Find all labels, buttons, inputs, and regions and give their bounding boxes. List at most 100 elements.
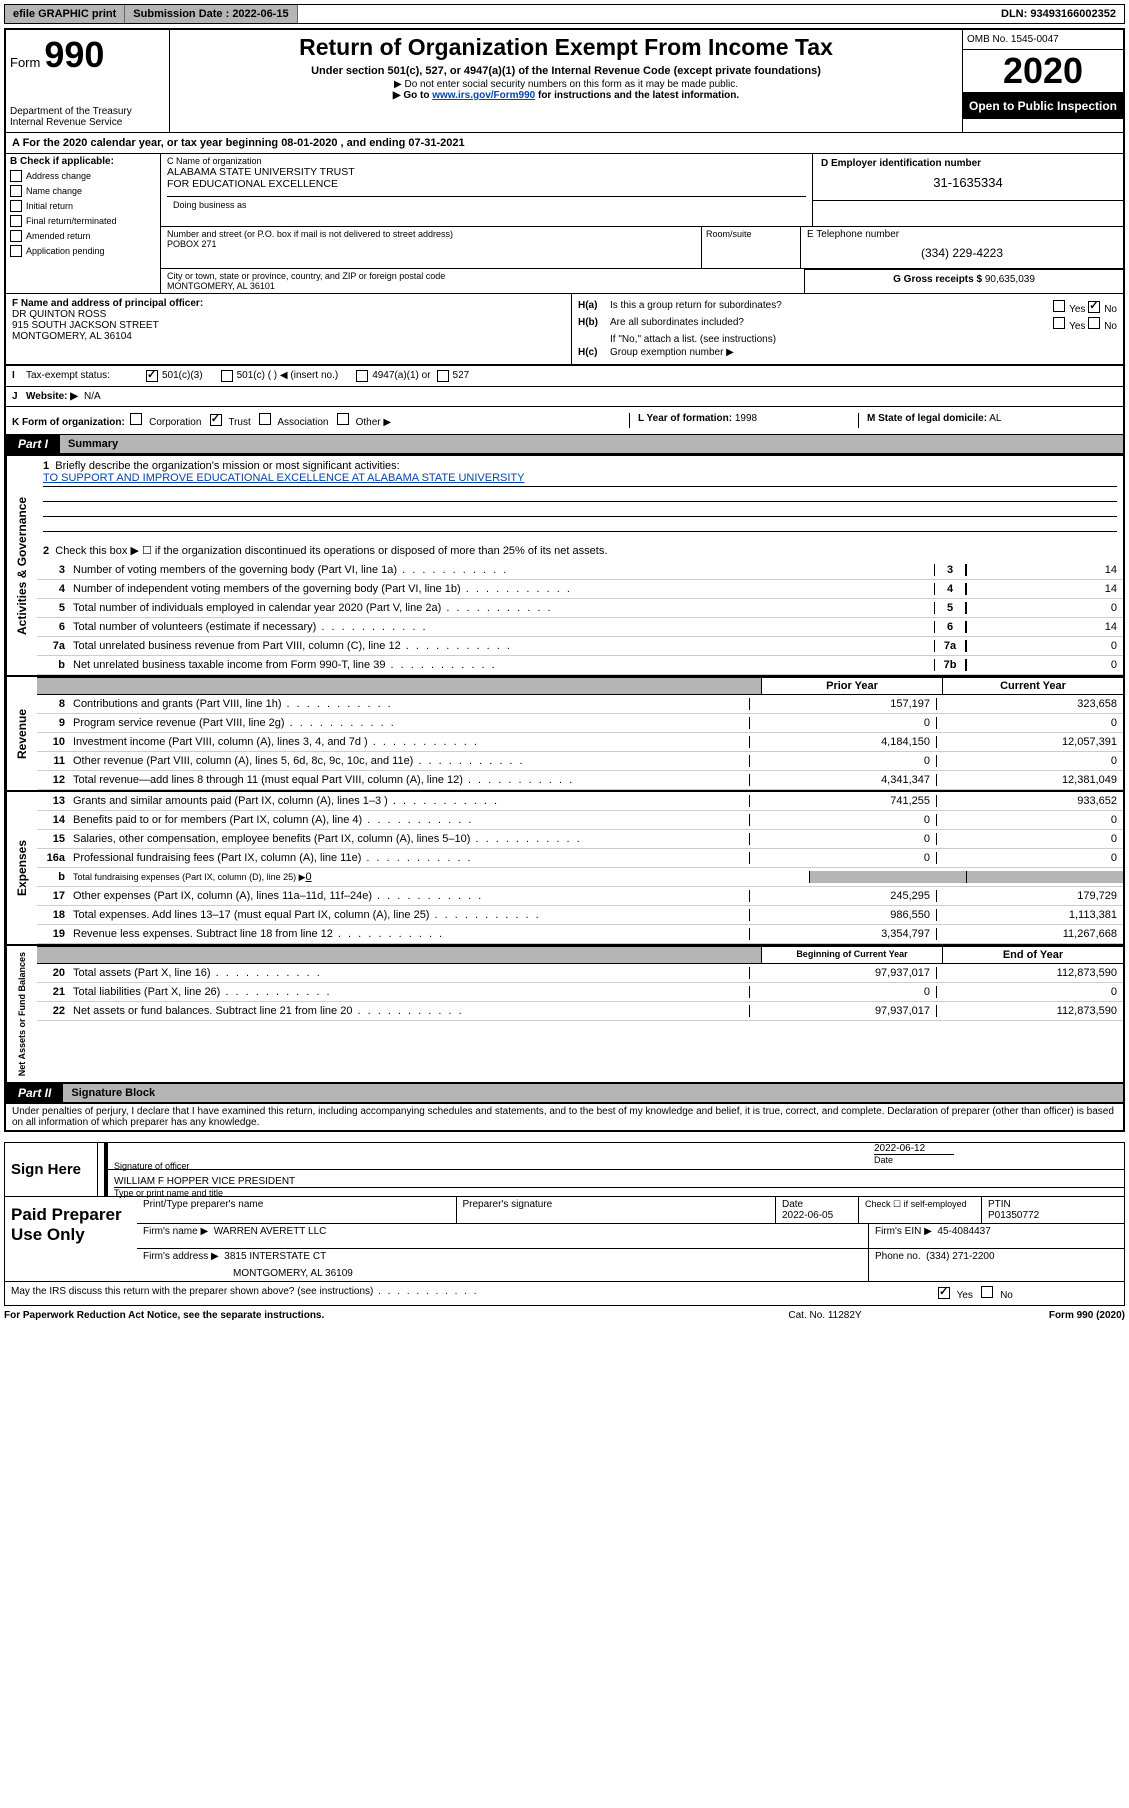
Hb-note: If "No," attach a list. (see instruction… xyxy=(578,334,1117,345)
Hc-label: H(c) xyxy=(578,347,610,358)
net-line-21: 21Total liabilities (Part X, line 26)00 xyxy=(37,983,1123,1002)
L-label: L Year of formation: xyxy=(638,413,732,424)
chk-4947[interactable] xyxy=(356,370,368,382)
C-addr: POBOX 271 xyxy=(167,239,695,249)
officer-name-title: WILLIAM F HOPPER VICE PRESIDENT xyxy=(114,1170,1124,1187)
side-net: Net Assets or Fund Balances xyxy=(6,946,37,1082)
chk-app-pending[interactable] xyxy=(10,245,22,257)
org-name: ALABAMA STATE UNIVERSITY TRUST FOR EDUCA… xyxy=(167,166,806,190)
chk-Hb-no[interactable] xyxy=(1088,317,1100,329)
F-name: DR QUINTON ROSS xyxy=(12,309,565,320)
E-label: E Telephone number xyxy=(807,229,1117,240)
prep-sig-lbl: Preparer's signature xyxy=(456,1197,776,1223)
J-label: J xyxy=(12,391,26,402)
C-dba-lbl: Doing business as xyxy=(167,196,806,224)
side-rev: Revenue xyxy=(6,677,37,790)
mission-blank-2 xyxy=(43,502,1117,517)
q2-num: 2 xyxy=(43,545,49,557)
current-year-hdr: Current Year xyxy=(942,678,1123,694)
chk-amended[interactable] xyxy=(10,230,22,242)
ptin-val: P01350772 xyxy=(988,1210,1118,1221)
chk-assoc[interactable] xyxy=(259,413,271,425)
F-street: 915 SOUTH JACKSON STREET xyxy=(12,320,565,331)
footer-form: Form 990 (2020) xyxy=(925,1310,1125,1321)
sig-date: 2022-06-12 xyxy=(874,1143,1124,1154)
room-suite-lbl: Room/suite xyxy=(702,227,801,268)
I-text: Tax-exempt status: xyxy=(26,370,146,382)
exp-line-16a: 16aProfessional fundraising fees (Part I… xyxy=(37,849,1123,868)
prior-year-hdr: Prior Year xyxy=(761,678,942,694)
form-word: Form xyxy=(10,55,40,70)
form-title: Return of Organization Exempt From Incom… xyxy=(174,34,958,61)
column-middle: C Name of organization ALABAMA STATE UNI… xyxy=(161,154,1123,293)
sect-revenue: Revenue Prior Year Current Year 8Contrib… xyxy=(6,675,1123,790)
header-center: Return of Organization Exempt From Incom… xyxy=(170,30,962,132)
I-tax-exempt: I Tax-exempt status: 501(c)(3) 501(c) ( … xyxy=(6,365,1123,387)
irs-link[interactable]: www.irs.gov/Form990 xyxy=(432,90,535,101)
gov-line-3: 3Number of voting members of the governi… xyxy=(37,561,1123,580)
C-city: MONTGOMERY, AL 36101 xyxy=(167,281,798,291)
chk-Ha-no[interactable] xyxy=(1088,301,1100,313)
chk-Hb-yes[interactable] xyxy=(1053,317,1065,329)
chk-name-change[interactable] xyxy=(10,185,22,197)
q2-text: Check this box ▶ ☐ if the organization d… xyxy=(55,545,607,557)
sect-activities-governance: Activities & Governance 1 Briefly descri… xyxy=(6,454,1123,675)
mission-blank-3 xyxy=(43,517,1117,532)
q1-text: Briefly describe the organization's miss… xyxy=(55,460,399,472)
part1-title: Summary xyxy=(68,438,118,450)
exp-line-19: 19Revenue less expenses. Subtract line 1… xyxy=(37,925,1123,944)
sign-here-label: Sign Here xyxy=(5,1143,98,1196)
gov-line-5: 5Total number of individuals employed in… xyxy=(37,599,1123,618)
Ha-label: H(a) xyxy=(578,300,610,315)
dln: DLN: 93493166002352 xyxy=(993,5,1124,23)
footer: For Paperwork Reduction Act Notice, see … xyxy=(4,1310,1125,1321)
end-year-hdr: End of Year xyxy=(942,947,1123,963)
irs-label: Internal Revenue Service xyxy=(10,117,165,128)
col-D-E: D Employer identification number 31-1635… xyxy=(813,154,1123,226)
J-website: J Website: ▶ N/A xyxy=(6,387,1123,407)
side-gov: Activities & Governance xyxy=(6,456,37,675)
firm-addr1: 3815 INTERSTATE CT xyxy=(224,1251,326,1262)
chk-other[interactable] xyxy=(337,413,349,425)
chk-address-change[interactable] xyxy=(10,170,22,182)
chk-final-return[interactable] xyxy=(10,215,22,227)
rev-line-8: 8Contributions and grants (Part VIII, li… xyxy=(37,695,1123,714)
firm-name: WARREN AVERETT LLC xyxy=(214,1226,327,1237)
paid-preparer-label: Paid Preparer Use Only xyxy=(5,1197,137,1281)
rev-line-12: 12Total revenue—add lines 8 through 11 (… xyxy=(37,771,1123,790)
exp-line-13: 13Grants and similar amounts paid (Part … xyxy=(37,792,1123,811)
q1-value: TO SUPPORT AND IMPROVE EDUCATIONAL EXCEL… xyxy=(43,472,1117,487)
J-value: N/A xyxy=(84,391,101,402)
firm-phone-lbl: Phone no. xyxy=(875,1251,921,1262)
chk-501c[interactable] xyxy=(221,370,233,382)
form-note-ssn: ▶ Do not enter social security numbers o… xyxy=(174,79,958,90)
gov-line-6: 6Total number of volunteers (estimate if… xyxy=(37,618,1123,637)
C-name-lbl: C Name of organization xyxy=(167,156,806,166)
exp-line-17: 17Other expenses (Part IX, column (A), l… xyxy=(37,887,1123,906)
form-note-link: ▶ Go to www.irs.gov/Form990 for instruct… xyxy=(174,90,958,101)
chk-501c3[interactable] xyxy=(146,370,158,382)
prep-date: 2022-06-05 xyxy=(782,1210,852,1221)
gov-line-7a: 7aTotal unrelated business revenue from … xyxy=(37,637,1123,656)
firm-phone: (334) 271-2200 xyxy=(926,1251,994,1262)
year-line-A: A For the 2020 calendar year, or tax yea… xyxy=(6,133,1123,154)
firm-addr2: MONTGOMERY, AL 36109 xyxy=(143,1262,862,1279)
chk-527[interactable] xyxy=(437,370,449,382)
D-label: D Employer identification number xyxy=(821,158,1115,169)
G-value: 90,635,039 xyxy=(985,274,1035,285)
sect-netassets: Net Assets or Fund Balances Beginning of… xyxy=(6,944,1123,1082)
header-left: Form 990 Department of the Treasury Inte… xyxy=(6,30,170,132)
K-label: K Form of organization: xyxy=(12,417,125,428)
mission-blank-1 xyxy=(43,487,1117,502)
gov-line-4: 4Number of independent voting members of… xyxy=(37,580,1123,599)
column-B-checkboxes: B Check if applicable: Address change Na… xyxy=(6,154,161,293)
E-phone: (334) 229-4223 xyxy=(807,240,1117,266)
chk-trust[interactable] xyxy=(210,414,222,426)
chk-discuss-yes[interactable] xyxy=(938,1287,950,1299)
chk-corp[interactable] xyxy=(130,413,142,425)
chk-initial-return[interactable] xyxy=(10,200,22,212)
L-value: 1998 xyxy=(735,413,757,424)
chk-Ha-yes[interactable] xyxy=(1053,300,1065,312)
firm-addr-lbl: Firm's address ▶ xyxy=(143,1251,219,1262)
chk-discuss-no[interactable] xyxy=(981,1286,993,1298)
